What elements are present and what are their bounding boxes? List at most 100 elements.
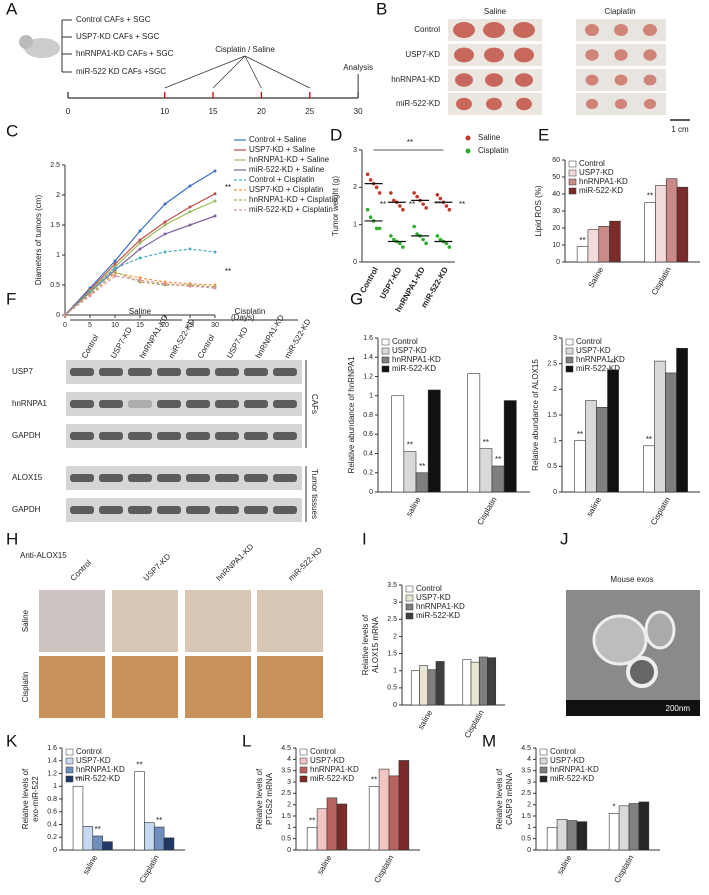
bar <box>576 821 588 851</box>
y-tick-label: 1.5 <box>387 650 397 657</box>
bar <box>378 768 390 851</box>
treatment-arrow <box>244 55 310 89</box>
y-tick-label: 0.4 <box>363 450 373 457</box>
point <box>213 214 217 218</box>
y-tick-label: 1.6 <box>363 335 373 342</box>
tumor <box>614 98 628 110</box>
legend-swatch <box>299 766 308 774</box>
y-tick-label: 1 <box>393 668 397 675</box>
source-label: Tumor tissues <box>310 469 319 519</box>
tumor <box>514 47 534 63</box>
annotation: ** <box>579 236 585 245</box>
tumor <box>455 73 473 87</box>
annotation: ** <box>309 816 315 825</box>
y-tick-label: 3 <box>393 599 397 606</box>
bar <box>556 819 568 851</box>
series-line <box>64 193 216 316</box>
y-axis-label: Lipid ROS (%) <box>534 185 543 236</box>
panel-label: E <box>538 125 549 144</box>
y-tick-label: 0.5 <box>547 463 557 470</box>
blot-band <box>215 474 239 482</box>
point <box>188 205 192 209</box>
y-tick-label: 1.5 <box>50 222 60 229</box>
legend-label: Control <box>576 337 602 346</box>
dot <box>447 207 452 212</box>
blot-band <box>215 400 239 408</box>
lane-label: USP7-KD <box>225 325 250 360</box>
y-axis-label: Relative levels of <box>495 768 504 829</box>
bar <box>410 670 420 706</box>
mouse-head <box>19 35 33 49</box>
bar <box>398 760 410 851</box>
bar <box>638 801 650 851</box>
bar <box>546 827 558 851</box>
y-tick-label: 10 <box>552 242 560 249</box>
point <box>138 229 142 233</box>
x-tick-label: Cisplatin <box>612 854 635 885</box>
dot <box>415 194 419 199</box>
blot-band <box>157 432 181 440</box>
legend-swatch <box>405 612 414 620</box>
annotation: ** <box>380 200 386 209</box>
blot-band <box>157 400 181 408</box>
tumor <box>485 73 503 87</box>
x-tick-label: Cisplatin <box>138 854 161 885</box>
point <box>113 270 117 274</box>
y-tick-label: 3 <box>353 147 357 154</box>
legend-label: Cisplatin <box>478 146 509 155</box>
lane-label: Control <box>80 333 101 360</box>
legend-swatch <box>465 148 471 154</box>
y-axis-label: Diameters of tumors (cm) <box>34 195 43 286</box>
tumor <box>456 97 472 111</box>
dot <box>368 178 373 182</box>
dot <box>392 198 396 203</box>
y-tick-label: 2 <box>527 802 531 809</box>
y-tick-label: 1.5 <box>547 412 557 419</box>
blot-band <box>128 368 152 376</box>
bar <box>435 661 445 706</box>
protein-label: GAPDH <box>12 431 41 440</box>
ihc-column: Control <box>69 558 94 583</box>
tumor <box>483 22 505 38</box>
y-tick-label: 4.5 <box>521 745 531 752</box>
exosome <box>592 614 648 666</box>
dot <box>424 241 428 246</box>
protein-label: GAPDH <box>12 505 41 514</box>
blot-band <box>273 400 297 408</box>
x-tick-label: Control <box>358 266 380 295</box>
blot-band <box>244 506 268 514</box>
tumor <box>643 24 657 36</box>
blot-band <box>99 368 123 376</box>
tumor <box>585 24 599 36</box>
timeline-label: 15 <box>209 107 218 116</box>
annotation: ** <box>419 462 425 471</box>
legend-label: Control <box>76 747 102 756</box>
lane-label: USP7-KD <box>109 325 134 360</box>
y-tick-label: 4 <box>527 756 531 763</box>
x-tick-label: 30 <box>211 322 219 329</box>
dot <box>412 191 416 195</box>
photo-column: Saline <box>484 7 507 16</box>
legend-label: hnRNPA1-KD + Saline <box>249 155 330 164</box>
y-tick-label: 0.4 <box>47 821 57 828</box>
point <box>138 241 142 245</box>
y-tick-label: 0.8 <box>47 796 57 803</box>
protein-label: hnRNPA1 <box>12 399 48 408</box>
y-tick-label: 1 <box>553 438 557 445</box>
point <box>113 262 117 266</box>
y-tick-label: 2 <box>393 633 397 640</box>
point <box>163 232 167 236</box>
tumor <box>486 97 502 111</box>
ihc-image <box>112 656 178 718</box>
legend-label: USP7-KD <box>579 168 614 177</box>
y-tick-label: 4 <box>287 756 291 763</box>
bar <box>643 445 655 493</box>
dot <box>447 245 452 249</box>
legend-label: hnRNPA1-KD <box>576 355 625 364</box>
annotation: ** <box>407 138 413 147</box>
ihc-column: miR-522-KD <box>287 545 325 583</box>
x-tick-label: saline <box>404 495 423 518</box>
tumor <box>643 74 657 86</box>
bar <box>609 220 621 263</box>
x-tick-label: Cisplatin <box>475 496 498 527</box>
